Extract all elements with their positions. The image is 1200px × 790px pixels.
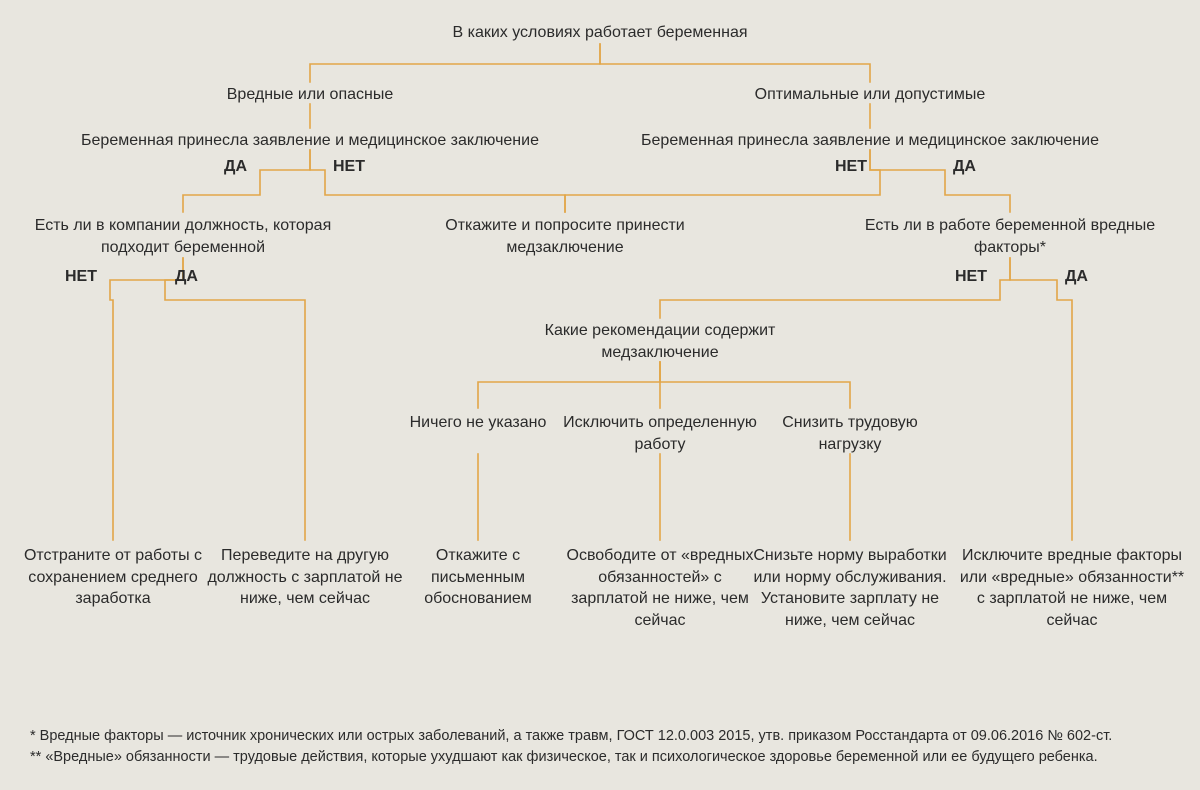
node-recs: Какие рекомендации содержит медзаключени… <box>510 320 810 363</box>
node-exclude: Исключить определенную работу <box>555 412 765 455</box>
footnote-1: * Вредные факторы — источник хронических… <box>30 726 1170 747</box>
leaf-move: Переведите на другую должность с зарплат… <box>195 545 415 610</box>
label-docsL-no: НЕТ <box>333 158 365 176</box>
label-pos-yes: ДА <box>175 268 198 286</box>
node-reduce: Снизить трудовую нагрузку <box>765 412 935 455</box>
node-nothing: Ничего не указано <box>398 412 558 434</box>
node-position: Есть ли в компании должность, которая по… <box>18 215 348 258</box>
leaf-free: Освободите от «вредных обязанностей» с з… <box>563 545 758 631</box>
footnotes: * Вредные факторы — источник хронических… <box>30 726 1170 768</box>
flowchart-canvas: В каких условиях работает беременная Вре… <box>0 0 1200 790</box>
node-root: В каких условиях работает беременная <box>400 22 800 44</box>
label-harmF-yes: ДА <box>1065 268 1088 286</box>
label-pos-no: НЕТ <box>65 268 97 286</box>
label-docsR-no: НЕТ <box>835 158 867 176</box>
leaf-exclude-f: Исключите вредные факторы или «вредные» … <box>955 545 1190 631</box>
node-docs-right: Беременная принесла заявление и медицинс… <box>590 130 1150 152</box>
node-docs-left: Беременная принесла заявление и медицинс… <box>30 130 590 152</box>
footnote-2: ** «Вредные» обязанности — трудовые дейс… <box>30 747 1170 768</box>
node-harm-factors: Есть ли в работе беременной вредные факт… <box>845 215 1175 258</box>
label-docsR-yes: ДА <box>953 158 976 176</box>
node-optimal: Оптимальные или допустимые <box>695 84 1045 106</box>
leaf-suspend: Отстраните от работы с сохранением средн… <box>13 545 213 610</box>
label-docsL-yes: ДА <box>224 158 247 176</box>
node-harm: Вредные или опасные <box>160 84 460 106</box>
leaf-lower: Снизьте норму выработки или норму обслуж… <box>750 545 950 631</box>
connector-lines <box>0 0 1200 790</box>
leaf-refuse: Откажите с письменным обоснованием <box>388 545 568 610</box>
node-refuse-ask: Откажите и попросите принести медзаключе… <box>435 215 695 258</box>
label-harmF-no: НЕТ <box>955 268 987 286</box>
